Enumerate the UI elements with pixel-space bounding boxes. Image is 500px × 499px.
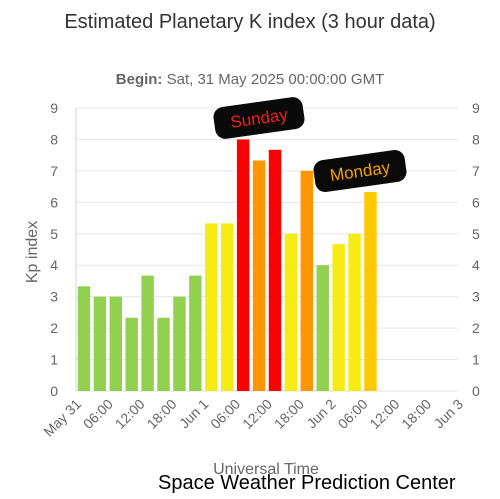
x-tick-label: Jun 2 xyxy=(303,396,339,432)
y-tick-label-right: 9 xyxy=(472,100,480,116)
y-axis-title: Kp index xyxy=(24,221,41,283)
y-tick-label: 3 xyxy=(50,289,58,305)
annotation-background xyxy=(313,150,407,192)
x-tick-label: May 31 xyxy=(40,396,84,440)
kp-bar xyxy=(221,223,234,391)
subtitle-value: Sat, 31 May 2025 00:00:00 GMT xyxy=(166,71,385,88)
footer-credit: Space Weather Prediction Center xyxy=(158,472,456,494)
x-tick-label: 18:00 xyxy=(271,396,307,432)
y-tick-label-right: 6 xyxy=(472,194,480,210)
y-ticks-right: 0 1 2 3 4 5 6 7 8 9 xyxy=(472,100,480,399)
chart-title: Estimated Planetary K index (3 hour data… xyxy=(64,11,436,33)
y-tick-label: 0 xyxy=(50,383,58,399)
x-tick-label: 12:00 xyxy=(239,396,275,432)
x-tick-label: 06:00 xyxy=(80,396,116,432)
y-tick-label-right: 1 xyxy=(472,352,480,368)
annotation-background xyxy=(213,97,305,139)
subtitle-label: Begin: xyxy=(115,71,163,88)
kp-bar xyxy=(316,265,329,391)
annotation-sunday: Sunday xyxy=(213,97,305,139)
y-tick-label: 7 xyxy=(50,163,58,179)
kp-bar xyxy=(157,317,170,391)
x-tick-label: 06:00 xyxy=(335,396,371,432)
kp-bar xyxy=(300,170,313,391)
x-tick-label: Jun 1 xyxy=(176,396,212,432)
annotation-monday: Monday xyxy=(313,150,407,192)
y-ticks-left: 0 1 2 3 4 5 6 7 8 9 xyxy=(50,100,58,399)
kp-bar xyxy=(141,275,154,391)
kp-bar xyxy=(125,317,138,391)
bars xyxy=(77,139,377,391)
y-tick-label: 6 xyxy=(50,194,58,210)
kp-bar xyxy=(284,233,298,391)
kp-bar xyxy=(205,223,218,391)
x-tick-label: 06:00 xyxy=(207,396,243,432)
y-tick-label: 5 xyxy=(50,226,58,242)
kp-bar xyxy=(173,296,186,391)
y-tick-label: 8 xyxy=(50,131,58,147)
kp-bar xyxy=(252,160,266,391)
kp-bar xyxy=(332,244,345,391)
y-tick-label-right: 8 xyxy=(472,131,480,147)
y-tick-label-right: 4 xyxy=(472,257,480,273)
kp-bar xyxy=(109,296,122,391)
y-tick-label-right: 7 xyxy=(472,163,480,179)
kp-bar xyxy=(236,139,250,391)
x-tick-label: 12:00 xyxy=(112,396,148,432)
y-tick-label-right: 2 xyxy=(472,320,480,336)
y-tick-label-right: 0 xyxy=(472,383,480,399)
x-tick-label: 18:00 xyxy=(398,396,434,432)
kp-bar xyxy=(77,286,91,391)
y-tick-label: 1 xyxy=(50,352,58,368)
y-tick-label-right: 5 xyxy=(472,226,480,242)
y-tick-label: 4 xyxy=(50,257,58,273)
kp-bar xyxy=(189,275,202,391)
x-axis-title: Universal Time xyxy=(213,461,319,478)
x-tick-label: Jun 3 xyxy=(431,396,467,432)
y-tick-label-right: 3 xyxy=(472,289,480,305)
kp-bar xyxy=(348,233,361,391)
chart-subtitle: Begin: Sat, 31 May 2025 00:00:00 GMT xyxy=(0,71,500,88)
y-tick-label: 9 xyxy=(50,100,58,116)
kp-bar xyxy=(268,149,282,391)
kp-bar xyxy=(93,296,107,391)
kp-bar xyxy=(364,191,377,391)
x-tick-label: 18:00 xyxy=(144,396,180,432)
y-tick-label: 2 xyxy=(50,320,58,336)
x-tick-label: 12:00 xyxy=(366,396,402,432)
